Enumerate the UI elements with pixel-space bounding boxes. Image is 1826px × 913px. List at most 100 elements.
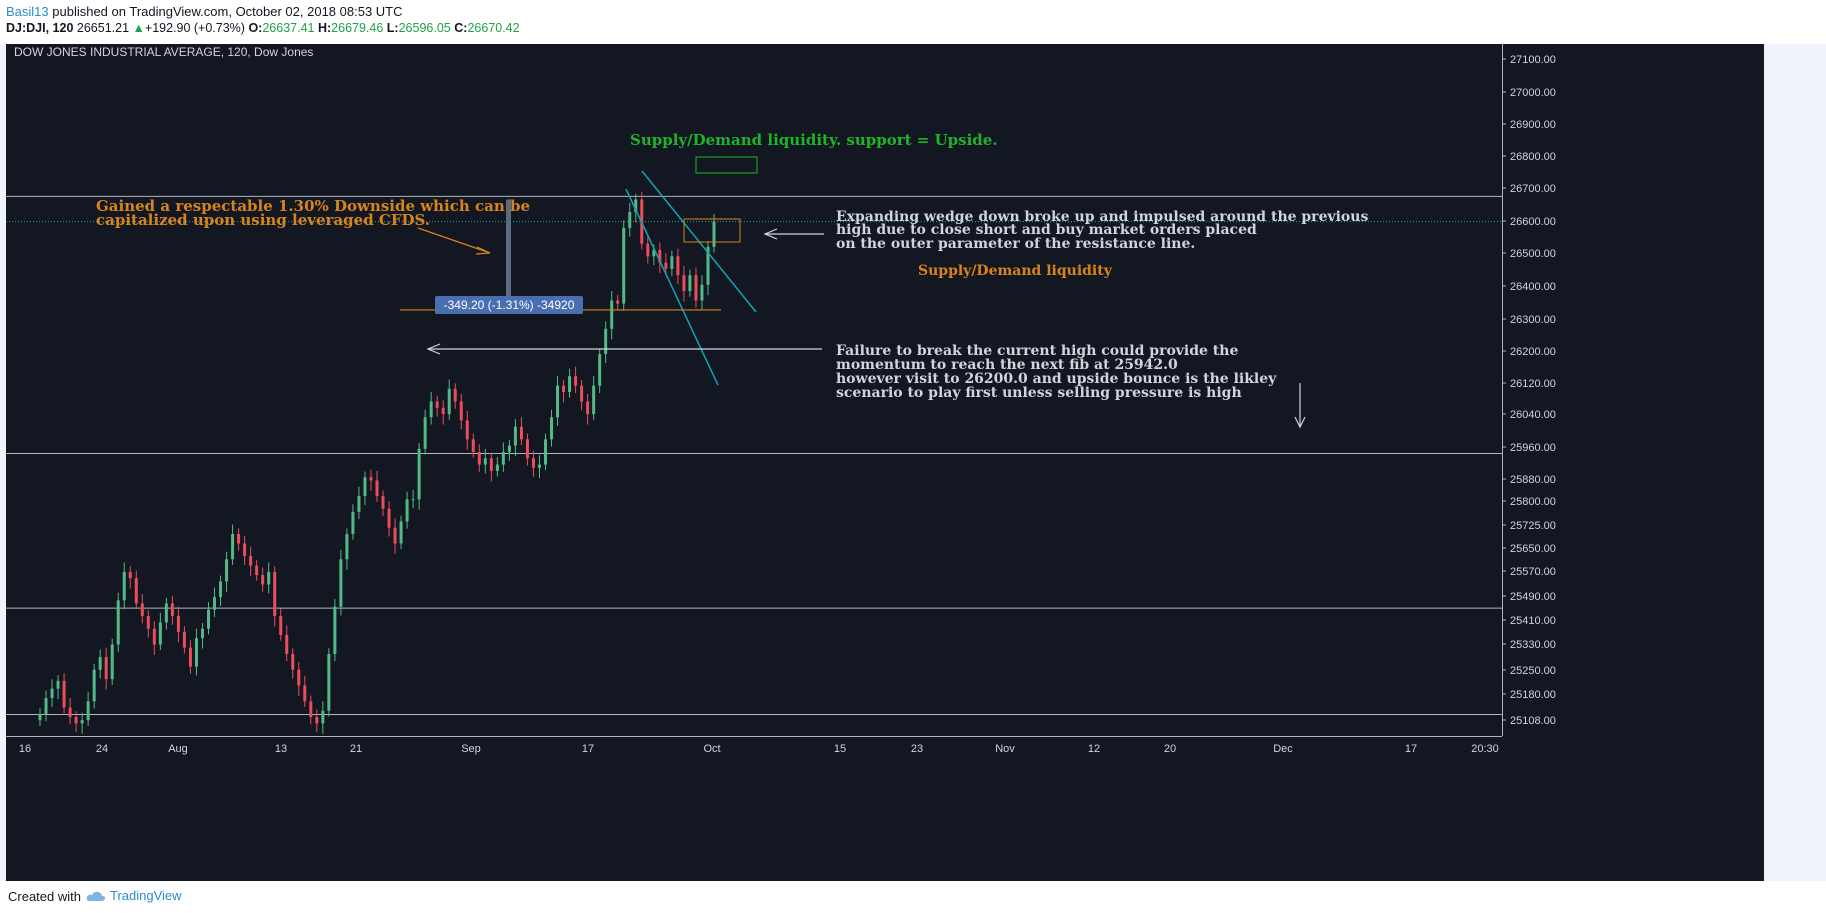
x-tick-label-14: 17 [1405, 743, 1417, 755]
trendline-1 [625, 188, 719, 386]
arrow-down-head [1294, 416, 1306, 429]
x-tick-label-8: 15 [834, 743, 846, 755]
candle-89 [574, 366, 578, 393]
candle-body-80 [519, 426, 523, 440]
candle-body-106 [676, 256, 680, 276]
candle-body-32 [231, 534, 235, 560]
candle-16 [134, 570, 138, 610]
candle-70 [459, 393, 463, 430]
candle-108 [688, 269, 692, 297]
candle-body-68 [447, 388, 451, 415]
candle-13 [116, 592, 120, 652]
symbol-label[interactable]: DJ:DJI, 120 [6, 21, 74, 35]
x-tick-label-6: 17 [582, 743, 594, 755]
candle-body-92 [592, 385, 596, 415]
low-label: L: [386, 21, 399, 35]
candle-body-63 [417, 448, 421, 500]
candle-79 [513, 419, 517, 457]
candle-49 [333, 599, 337, 662]
candle-body-87 [562, 385, 566, 392]
high-value: 26679.46 [331, 21, 384, 35]
candle-21 [164, 597, 168, 630]
candle-body-23 [176, 616, 180, 632]
candle-53 [357, 486, 361, 520]
candle-body-1 [44, 698, 48, 714]
candle-body-48 [327, 653, 331, 711]
supply-demand-box-green [695, 156, 758, 174]
y-tick-label-2: 26900.00 [1510, 119, 1556, 131]
candle-27 [200, 623, 204, 649]
candle-body-70 [459, 401, 463, 421]
candle-body-99 [634, 199, 638, 213]
candle-body-84 [544, 439, 547, 465]
candle-22 [170, 595, 174, 625]
price-scale [1502, 44, 1764, 881]
candle-92 [592, 376, 596, 420]
candle-body-89 [574, 376, 578, 386]
tradingview-link[interactable]: TradingView [86, 888, 182, 903]
annotation-downside-2: capitalized upon using leveraged CFDS. [96, 211, 430, 229]
candle-body-91 [586, 401, 590, 415]
candle-body-107 [682, 275, 686, 292]
candle-87 [562, 380, 566, 403]
x-tick-label-10: Nov [995, 743, 1015, 755]
candle-18 [146, 610, 150, 638]
annotation-wedge-2: high due to close short and buy market o… [836, 222, 1257, 238]
publish-date: published on TradingView.com, October 02… [48, 4, 403, 19]
candle-61 [405, 491, 409, 529]
candle-body-44 [303, 685, 307, 702]
y-tick-label-15: 25725.00 [1510, 520, 1556, 532]
candle-12 [110, 638, 114, 685]
x-tick-label-5: Sep [461, 743, 481, 755]
candle-body-13 [116, 600, 120, 645]
candle-body-72 [471, 439, 475, 452]
candle-body-41 [285, 635, 289, 654]
x-tick-label-11: 12 [1088, 743, 1100, 755]
candle-body-102 [652, 249, 656, 257]
chart-title: DOW JONES INDUSTRIAL AVERAGE, 120, Dow J… [14, 45, 313, 59]
created-with-label: Created with [8, 889, 81, 904]
candle-58 [387, 501, 391, 537]
candle-86 [556, 376, 560, 427]
annotation-failure-4: scenario to play first unless selling pr… [836, 385, 1242, 401]
candle-body-50 [339, 559, 343, 607]
candle-body-57 [381, 496, 385, 509]
candle-3 [56, 675, 60, 700]
chart-area[interactable]: -349.20 (-1.31%) -34920 27100.00 27000.00… [6, 44, 1764, 881]
candle-36 [255, 559, 259, 581]
candle-46 [315, 709, 319, 733]
candle-24 [182, 626, 186, 654]
candle-body-112 [712, 221, 716, 247]
candle-body-105 [670, 256, 674, 269]
annotation-wedge-3: on the outer parameter of the resistance… [836, 236, 1195, 252]
candle-88 [568, 368, 572, 398]
candles [38, 191, 716, 734]
price-chart[interactable]: -349.20 (-1.31%) -34920 27100.00 27000.00… [6, 44, 1764, 881]
candle-6 [74, 711, 78, 733]
candle-body-49 [333, 606, 337, 654]
y-tick-label-0: 27100.00 [1510, 54, 1556, 66]
annotation-liquidity: Supply/Demand liquidity [918, 263, 1113, 279]
author-link[interactable]: Basil13 [6, 4, 49, 19]
candle-76 [495, 457, 499, 477]
price-change: +192.90 (+0.73%) [144, 21, 245, 35]
candle-96 [616, 294, 620, 310]
candle-34 [243, 535, 247, 565]
footer: Created with TradingView [0, 881, 1826, 913]
candle-body-98 [628, 212, 632, 228]
candle-51 [345, 528, 349, 570]
candle-body-14 [122, 571, 126, 601]
candle-71 [465, 410, 469, 450]
candle-84 [544, 433, 547, 471]
candle-60 [399, 515, 403, 550]
candle-35 [249, 546, 253, 576]
candle-body-36 [255, 565, 259, 576]
candle-body-64 [423, 417, 427, 449]
candle-body-30 [219, 581, 223, 598]
cloud-icon [86, 891, 106, 901]
candle-80 [519, 417, 523, 446]
candle-30 [219, 575, 223, 606]
candle-body-35 [249, 556, 253, 566]
candle-body-97 [622, 227, 626, 304]
candle-57 [381, 490, 385, 517]
